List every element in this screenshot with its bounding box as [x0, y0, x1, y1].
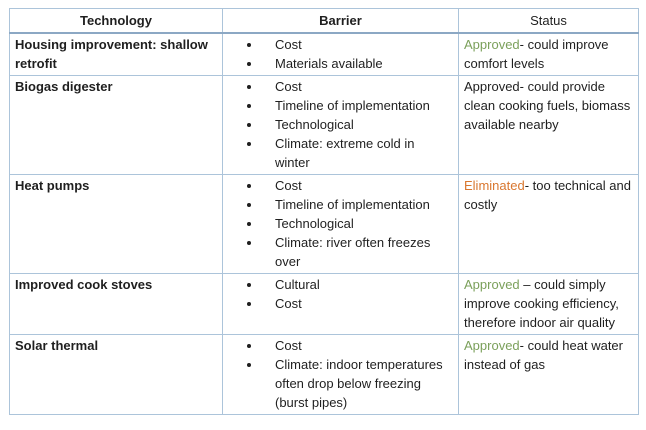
status-detail: – could simply improve cooking efficienc…: [464, 277, 619, 330]
barrier-cell: CulturalCost: [222, 273, 459, 335]
status-detail: - could heat water instead of gas: [464, 338, 623, 372]
status-cell: Approved – could simply improve cooking …: [458, 273, 639, 335]
barrier-item: Technological: [262, 115, 452, 134]
barrier-item: Climate: river often freezes over: [262, 233, 452, 271]
technology-cell: Solar thermal: [9, 334, 223, 415]
technology-cell: Biogas digester: [9, 75, 223, 175]
status-detail: - could provide clean cooking fuels, bio…: [464, 79, 631, 132]
barrier-item: Timeline of implementation: [262, 96, 452, 115]
barrier-cell: CostTimeline of implementationTechnologi…: [222, 75, 459, 175]
status-detail: - too technical and costly: [464, 178, 631, 212]
status-keyword: Approved: [464, 338, 520, 353]
status-keyword: Approved: [464, 37, 520, 52]
barrier-item: Timeline of implementation: [262, 195, 452, 214]
status-cell: Approved- could provide clean cooking fu…: [458, 75, 639, 175]
barrier-list: CostTimeline of implementationTechnologi…: [228, 77, 452, 172]
barrier-list: CulturalCost: [228, 275, 452, 313]
barrier-item: Cost: [262, 77, 452, 96]
table-row: Heat pumps CostTimeline of implementatio…: [9, 174, 639, 274]
status-detail: - could improve comfort levels: [464, 37, 609, 71]
barrier-cell: CostTimeline of implementationTechnologi…: [222, 174, 459, 274]
status-cell: Approved- could heat water instead of ga…: [458, 334, 639, 415]
barrier-item: Technological: [262, 214, 452, 233]
technology-cell: Improved cook stoves: [9, 273, 223, 335]
barrier-list: CostTimeline of implementationTechnologi…: [228, 176, 452, 271]
table-row: Housing improvement: shallow retrofit Co…: [9, 32, 639, 76]
table-row: Solar thermal CostClimate: indoor temper…: [9, 334, 639, 415]
status-keyword: Eliminated: [464, 178, 525, 193]
technology-barrier-status-table: Technology Barrier Status Housing improv…: [9, 8, 639, 415]
status-keyword: Approved: [464, 79, 520, 94]
column-header-status: Status: [458, 8, 639, 34]
status-cell: Approved- could improve comfort levels: [458, 32, 639, 76]
status-keyword: Approved: [464, 277, 520, 292]
barrier-item: Cultural: [262, 275, 452, 294]
header-row: Technology Barrier Status: [9, 8, 639, 34]
barrier-item: Climate: extreme cold in winter: [262, 134, 452, 172]
column-header-technology: Technology: [9, 8, 223, 34]
barrier-item: Materials available: [262, 54, 452, 73]
barrier-item: Cost: [262, 294, 452, 313]
barrier-cell: CostMaterials available: [222, 32, 459, 76]
barrier-cell: CostClimate: indoor temperatures often d…: [222, 334, 459, 415]
table-row: Improved cook stoves CulturalCost Approv…: [9, 273, 639, 335]
barrier-list: CostClimate: indoor temperatures often d…: [228, 336, 452, 412]
column-header-barrier: Barrier: [222, 8, 459, 34]
barrier-item: Climate: indoor temperatures often drop …: [262, 355, 452, 412]
status-cell: Eliminated- too technical and costly: [458, 174, 639, 274]
technology-cell: Housing improvement: shallow retrofit: [9, 32, 223, 76]
barrier-item: Cost: [262, 176, 452, 195]
barrier-item: Cost: [262, 35, 452, 54]
technology-cell: Heat pumps: [9, 174, 223, 274]
table-row: Biogas digester CostTimeline of implemen…: [9, 75, 639, 175]
barrier-item: Cost: [262, 336, 452, 355]
barrier-list: CostMaterials available: [228, 35, 452, 73]
